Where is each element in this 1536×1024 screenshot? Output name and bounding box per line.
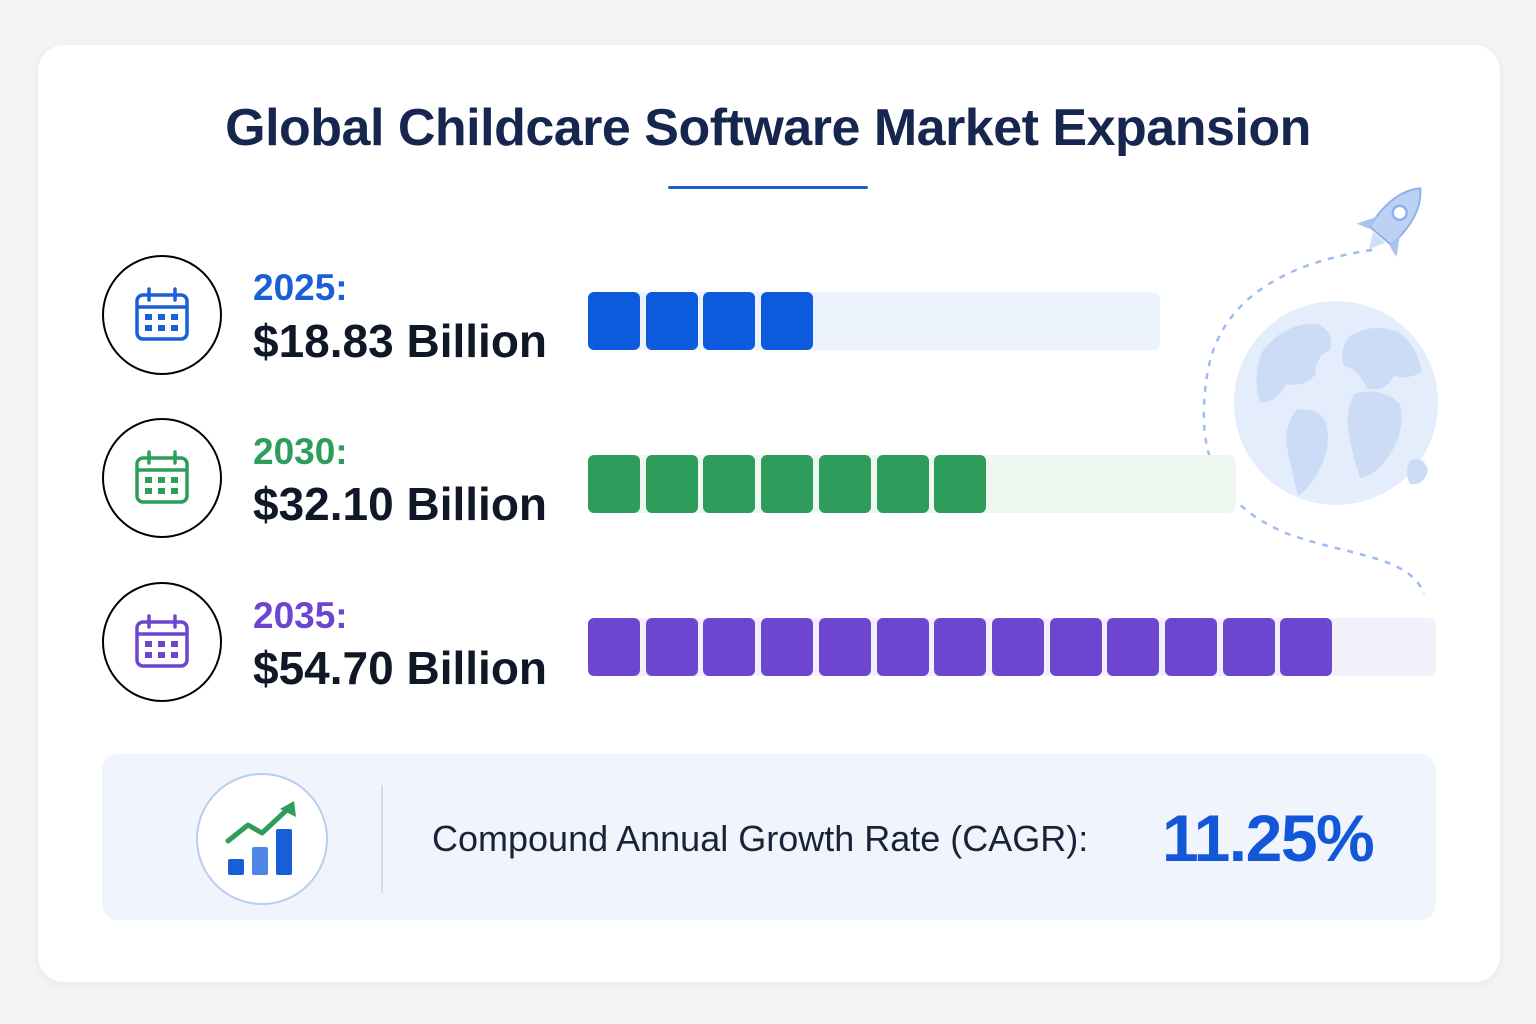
year-label-2030: 2030:: [253, 431, 348, 472]
value-label-2030: $32.10 Billion: [253, 478, 548, 530]
cagr-divider: [381, 785, 383, 893]
chart-title: Global Childcare Software Market Expansi…: [225, 99, 1311, 157]
cagr-label: Compound Annual Growth Rate (CAGR):: [432, 818, 1089, 859]
bar-block-2035-6: [876, 618, 929, 676]
bar-block-2035-8: [991, 618, 1044, 676]
cagr-value: 11.25%: [1162, 801, 1375, 875]
calendar-icon: [135, 614, 189, 668]
year-label-2035: 2035:: [253, 595, 348, 636]
bar-block-2030-4: [761, 455, 814, 513]
growth-chart-icon: [225, 801, 296, 875]
row-2030-calendar-badge: [102, 418, 222, 538]
title-underline: [668, 186, 868, 189]
bar-block-2030-2: [645, 455, 698, 513]
bar-block-2035-7: [934, 618, 987, 676]
bar-block-2030-6: [876, 455, 929, 513]
bar-block-2025-3: [703, 292, 756, 350]
calendar-icon: [135, 287, 189, 341]
year-label-2025: 2025:: [253, 267, 348, 308]
cagr-icon-badge: [196, 773, 328, 905]
bar-track-2030: [588, 455, 1236, 513]
bar-block-2035-9: [1049, 618, 1102, 676]
bar-block-2030-3: [703, 455, 756, 513]
bar-block-2035-1: [588, 618, 640, 676]
bar-track-2035: [588, 618, 1436, 676]
bar-block-2035-11: [1165, 618, 1217, 676]
bar-block-2030-7: [934, 455, 987, 513]
bar-block-2035-13: [1280, 618, 1333, 676]
value-label-2035: $54.70 Billion: [253, 642, 548, 694]
row-2025-calendar-badge: [102, 255, 222, 375]
bar-block-2035-5: [818, 618, 871, 676]
row-2035-calendar-badge: [102, 582, 222, 702]
bar-block-2025-2: [645, 292, 698, 350]
bar-block-2035-12: [1222, 618, 1275, 676]
bar-block-2025-1: [588, 292, 640, 350]
bar-block-2035-4: [761, 618, 814, 676]
bar-block-2030-1: [588, 455, 640, 513]
bar-track-2025: [588, 292, 1160, 350]
bar-block-2035-3: [703, 618, 756, 676]
value-label-2025: $18.83 Billion: [253, 315, 548, 367]
bar-block-2030-5: [818, 455, 871, 513]
bar-block-2025-4: [761, 292, 814, 350]
calendar-icon: [135, 450, 189, 504]
bar-block-2035-10: [1107, 618, 1160, 676]
bar-block-2035-2: [645, 618, 698, 676]
